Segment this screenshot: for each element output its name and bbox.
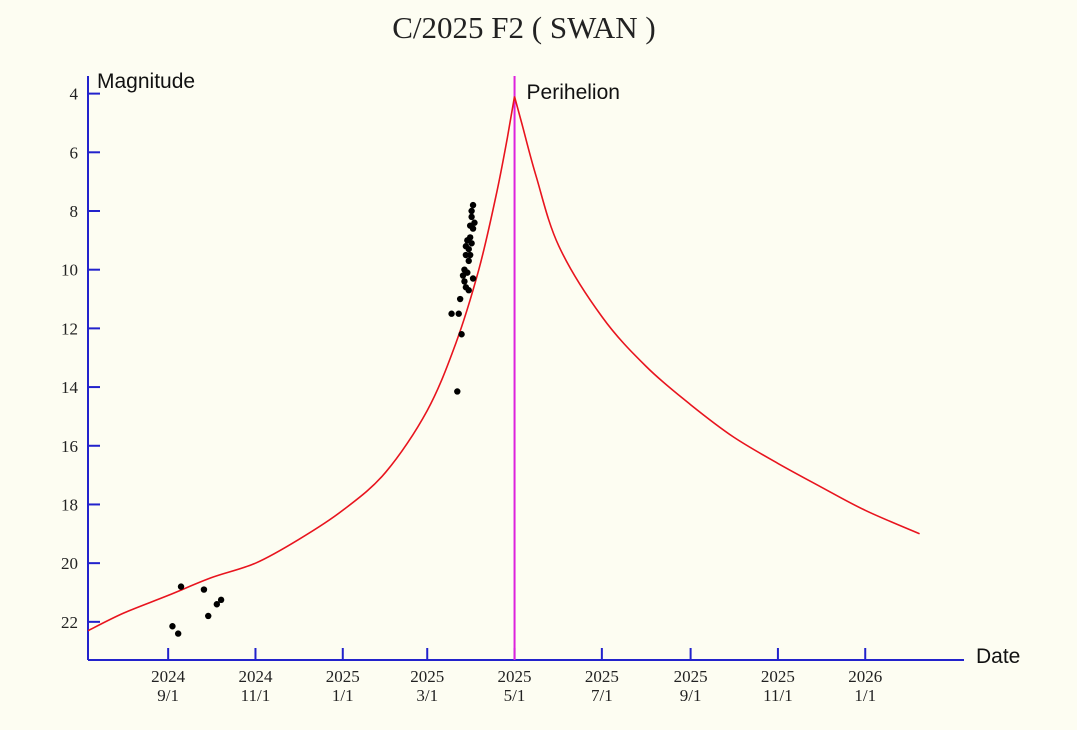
x-tick-date-label: 1/1 <box>332 686 354 705</box>
perihelion-label: Perihelion <box>527 81 620 104</box>
x-tick-year-label: 2024 <box>238 667 273 686</box>
x-tick-year-label: 2025 <box>674 667 708 686</box>
observation-point <box>469 275 477 282</box>
x-tick-year-label: 2025 <box>585 667 619 686</box>
x-tick-date-label: 7/1 <box>591 686 613 705</box>
observation-point <box>200 586 208 593</box>
observation-point <box>174 630 182 637</box>
x-tick-year-label: 2025 <box>410 667 444 686</box>
x-tick-date-label: 9/1 <box>157 686 179 705</box>
observation-point <box>461 278 468 285</box>
observation-point <box>469 201 477 209</box>
y-tick-label: 18 <box>61 495 78 514</box>
y-axis-label: Magnitude <box>97 70 195 93</box>
x-tick-date-label: 9/1 <box>680 686 702 705</box>
x-tick-date-label: 5/1 <box>504 686 526 705</box>
observation-point <box>466 251 474 259</box>
observation-point <box>471 219 478 226</box>
perihelion-marker: Perihelion <box>513 76 620 660</box>
y-tick-label: 4 <box>70 85 79 104</box>
y-tick-label: 12 <box>61 319 78 338</box>
observation-point <box>465 287 472 294</box>
y-tick-label: 20 <box>61 554 78 573</box>
x-tick-date-label: 11/1 <box>763 686 793 705</box>
observation-point <box>455 310 462 317</box>
y-tick-label: 16 <box>61 437 78 456</box>
y-axis-ticks: 4 6 8 10 12 14 16 18 20 22 <box>61 85 100 632</box>
x-tick-year-label: 2024 <box>151 667 186 686</box>
observation-point <box>468 240 475 247</box>
observation-point <box>466 234 474 241</box>
x-tick-year-label: 2025 <box>498 667 532 686</box>
observation-point <box>217 596 225 604</box>
observation-point <box>465 245 472 253</box>
y-tick-label: 22 <box>61 613 78 632</box>
observation-point <box>465 257 472 265</box>
x-tick-date-label: 1/1 <box>854 686 876 705</box>
observation-point <box>469 225 477 232</box>
x-tick-date-label: 11/1 <box>241 686 271 705</box>
observation-point <box>213 601 221 608</box>
observation-point <box>468 207 475 215</box>
observation-point <box>448 310 455 317</box>
y-tick-label: 10 <box>61 261 78 280</box>
chart-series <box>87 96 920 637</box>
y-tick-label: 8 <box>70 202 79 221</box>
observation-point <box>468 213 475 221</box>
observation-point <box>205 612 212 620</box>
observation-point <box>177 583 185 590</box>
observation-point <box>169 623 176 630</box>
observation-point <box>454 388 461 395</box>
y-tick-label: 6 <box>70 143 79 162</box>
observation-point <box>456 295 464 303</box>
x-tick-year-label: 2025 <box>761 667 795 686</box>
x-tick-year-label: 2026 <box>848 667 882 686</box>
x-tick-year-label: 2025 <box>326 667 360 686</box>
observation-point <box>458 331 465 338</box>
x-axis-ticks: 20249/1202411/120251/120253/120255/12025… <box>151 648 882 705</box>
observation-point <box>464 269 471 276</box>
x-tick-date-label: 3/1 <box>416 686 438 705</box>
predicted-magnitude-curve <box>87 96 920 632</box>
x-axis-label: Date <box>976 645 1020 668</box>
y-tick-label: 14 <box>61 378 79 397</box>
chart-title: C/2025 F2 ( SWAN ) <box>392 10 656 45</box>
